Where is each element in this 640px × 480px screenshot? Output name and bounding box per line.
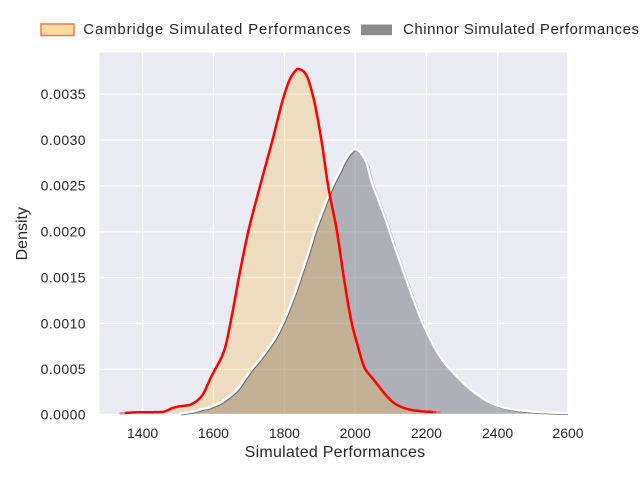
svg-text:0.0005: 0.0005 — [41, 361, 86, 377]
svg-text:Density: Density — [14, 207, 31, 260]
svg-text:0.0015: 0.0015 — [41, 269, 86, 285]
svg-text:1600: 1600 — [198, 425, 229, 441]
svg-text:0.0035: 0.0035 — [41, 86, 86, 102]
svg-text:Chinnor Simulated Performances: Chinnor Simulated Performances — [403, 21, 640, 38]
svg-text:1800: 1800 — [269, 425, 300, 441]
svg-text:0.0010: 0.0010 — [41, 315, 86, 331]
svg-text:2000: 2000 — [340, 425, 371, 441]
svg-text:0.0000: 0.0000 — [41, 407, 86, 423]
svg-text:2600: 2600 — [552, 425, 583, 441]
svg-text:Simulated Performances: Simulated Performances — [245, 444, 426, 461]
svg-text:0.0030: 0.0030 — [41, 132, 86, 148]
svg-text:0.0020: 0.0020 — [41, 224, 86, 240]
svg-text:0.0025: 0.0025 — [41, 178, 86, 194]
svg-text:2200: 2200 — [411, 425, 442, 441]
svg-text:Cambridge Simulated Performanc: Cambridge Simulated Performances — [83, 21, 351, 38]
svg-text:1400: 1400 — [127, 425, 158, 441]
svg-text:2400: 2400 — [482, 425, 513, 441]
